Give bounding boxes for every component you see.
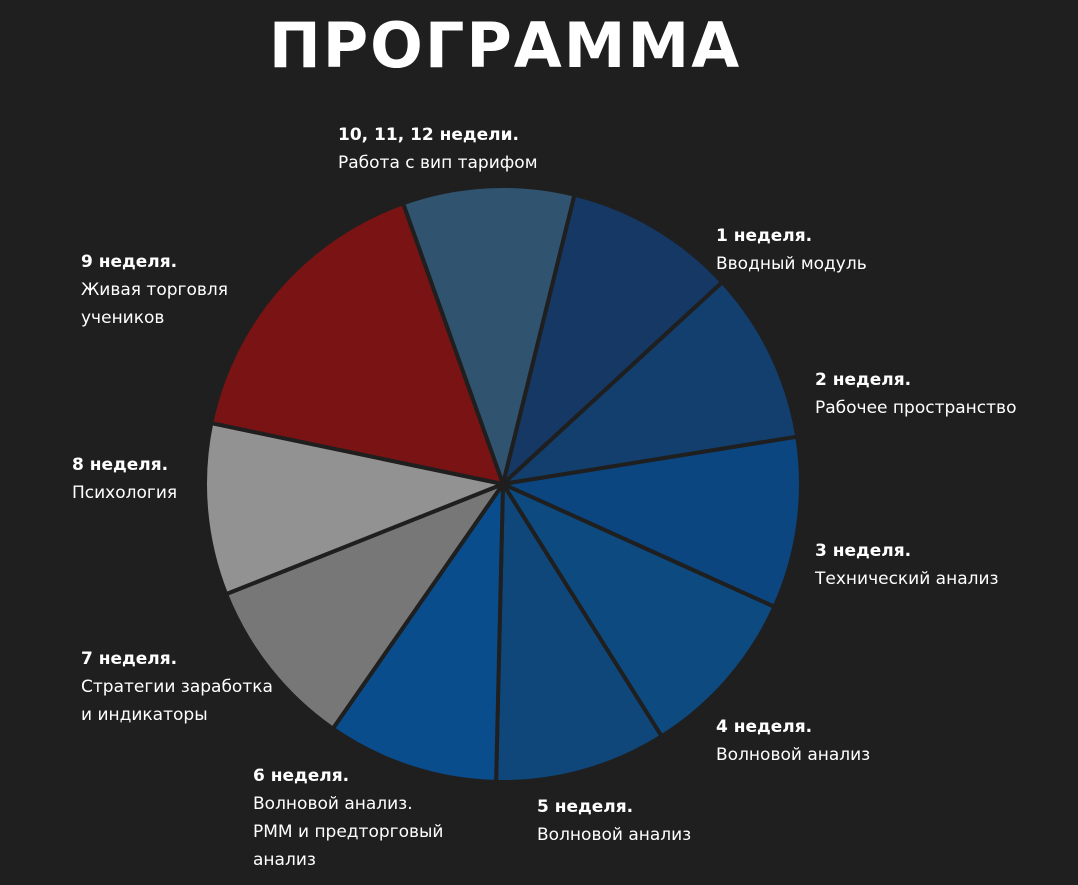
slice-label-9: 9 неделя. Живая торговля учеников xyxy=(81,248,228,332)
slice-week: 7 неделя. xyxy=(81,649,178,669)
slice-label-3: 3 неделя. Технический анализ xyxy=(815,537,999,593)
slice-week: 8 неделя. xyxy=(72,455,169,475)
slice-description: Работа с вип тарифом xyxy=(338,153,538,173)
slice-week: 9 неделя. xyxy=(81,252,178,272)
slice-description: Волновой анализ xyxy=(716,745,871,765)
slice-description: Рабочее пространство xyxy=(815,398,1017,418)
slice-week: 1 неделя. xyxy=(716,226,813,246)
slice-description: Волновой анализ xyxy=(537,825,692,845)
slice-label-8: 8 неделя. Психология xyxy=(72,451,177,507)
slice-description: Живая торговля xyxy=(81,280,228,300)
slice-description: РММ и предторговый xyxy=(253,822,444,842)
slice-label-5: 5 неделя. Волновой анализ xyxy=(537,793,691,849)
slice-week: 3 неделя. xyxy=(815,541,912,561)
slice-label-7: 7 неделя. Стратегии заработка и индикаторы xyxy=(81,645,273,729)
slice-description: и индикаторы xyxy=(81,705,208,725)
slice-label-10: 10, 11, 12 недели. Работа с вип тарифом xyxy=(338,121,538,177)
slice-label-1: 1 неделя. Вводный модуль xyxy=(716,222,867,278)
slice-description: анализ xyxy=(253,850,316,870)
page-title: ПРОГРАММА xyxy=(268,9,742,82)
slice-description: Вводный модуль xyxy=(716,254,867,274)
pie-slice-4 xyxy=(501,434,803,609)
slice-description: Психология xyxy=(72,483,178,503)
slice-description: Волновой анализ. xyxy=(253,794,413,814)
slice-week: 5 неделя. xyxy=(537,797,634,817)
pie-slice-2 xyxy=(501,192,725,486)
slice-label-2: 2 неделя. Рабочее пространство xyxy=(815,366,1016,422)
pie-slice-3 xyxy=(501,280,800,486)
slice-description: Технический анализ xyxy=(815,569,999,589)
pie-slice-1 xyxy=(401,184,577,486)
slice-label-6: 6 неделя. Волновой анализ. РММ и предторго… xyxy=(253,762,443,874)
pie-slice-7 xyxy=(330,482,505,784)
slice-week: 4 неделя. xyxy=(716,717,813,737)
slice-week: 6 неделя. xyxy=(253,766,350,786)
slice-week: 10, 11, 12 недели. xyxy=(338,125,519,145)
pie-slice-5 xyxy=(501,482,777,739)
pie-slice-8 xyxy=(224,482,505,731)
slice-label-4: 4 неделя. Волновой анализ xyxy=(716,713,870,769)
pie-slice-10 xyxy=(209,201,505,486)
pie-slice-6 xyxy=(494,482,664,784)
slice-week: 2 неделя. xyxy=(815,370,912,390)
pie-slice-9 xyxy=(203,421,505,597)
slice-description: Стратегии заработка xyxy=(81,677,273,697)
slice-description: учеников xyxy=(81,308,165,328)
